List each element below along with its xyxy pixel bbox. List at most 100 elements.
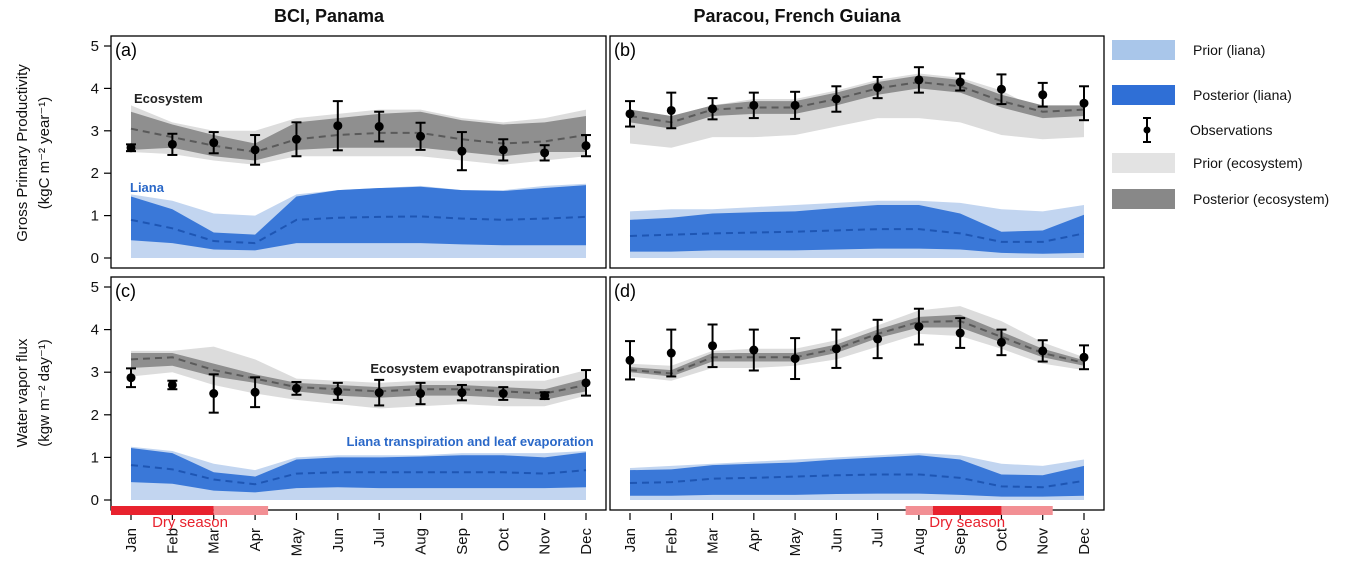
ecosystem-median-line — [629, 320, 1085, 375]
panel-annotation: Liana transpiration and leaf evaporation — [346, 434, 593, 449]
legend-item: Posterior (liana) — [1112, 85, 1292, 105]
observation-dot — [749, 100, 759, 110]
observation-dot — [333, 386, 343, 396]
observation-point — [913, 66, 924, 94]
observation-dot — [167, 380, 177, 390]
dry-season-bar-light — [213, 506, 269, 515]
observation-point — [250, 134, 261, 166]
observation-point — [955, 317, 966, 349]
legend: Prior (liana) Posterior (liana) Observatio… — [1112, 40, 1329, 209]
panel-label: (a) — [115, 40, 137, 60]
observation-point — [126, 143, 136, 153]
ecosystem-median-line — [130, 127, 587, 154]
dry-season-bar-light — [1001, 506, 1053, 515]
observation-point — [250, 376, 261, 409]
x-tick-label: Nov — [537, 528, 554, 555]
observation-point — [913, 307, 924, 346]
observation-point — [996, 328, 1007, 357]
observation-dot — [1038, 346, 1048, 356]
panel-frame — [110, 276, 607, 511]
dry-season-label-right: Dry season — [929, 514, 1005, 531]
observation-point — [831, 85, 842, 113]
legend-item: Observations — [1143, 117, 1272, 143]
y-tick-label: 1 — [91, 449, 99, 466]
x-tick-label: Oct — [495, 527, 512, 551]
ecosystem-posterior-band — [630, 75, 1084, 129]
observation-dot — [126, 373, 136, 383]
observation-dot — [291, 134, 301, 144]
observation-dot — [209, 389, 219, 398]
dry-season-bar-light — [905, 506, 933, 515]
legend-swatch — [1112, 153, 1175, 173]
observation-dot — [996, 84, 1006, 94]
x-tick-label: Dec — [578, 528, 595, 555]
panel-frame — [609, 276, 1105, 511]
observation-point — [707, 97, 718, 121]
legend-label: Posterior (liana) — [1193, 87, 1292, 103]
x-tick-label: Jun — [828, 528, 845, 552]
panel-frame — [609, 35, 1105, 269]
observation-point — [374, 110, 385, 143]
observation-dot — [625, 355, 635, 365]
panel-annotation: Liana — [130, 180, 165, 195]
legend-label: Posterior (ecosystem) — [1193, 191, 1329, 207]
observation-point — [1079, 85, 1089, 122]
observation-dot — [914, 75, 924, 85]
y-tick-label: 5 — [91, 38, 99, 55]
x-tick-label: Aug — [911, 528, 928, 555]
observation-dot — [498, 145, 508, 155]
observation-dot — [873, 83, 883, 93]
legend-item: Prior (liana) — [1112, 40, 1265, 60]
x-tick-label: Aug — [413, 528, 430, 555]
dry-season-bar-strong — [932, 506, 1002, 515]
y-tick-label: 2 — [91, 165, 99, 182]
observation-dot — [1038, 90, 1048, 100]
legend-dot — [1143, 126, 1151, 134]
observation-point — [126, 367, 136, 389]
legend-swatch — [1112, 85, 1175, 105]
observation-point — [748, 91, 759, 120]
panel-annotation: Ecosystem evapotranspiration — [370, 361, 559, 376]
y-tick-label: 3 — [91, 364, 99, 381]
liana-posterior-band — [630, 455, 1084, 497]
legend-swatch — [1112, 189, 1175, 209]
observation-dot — [581, 378, 591, 388]
observation-dot — [167, 139, 177, 149]
ylabel-top-line1: Gross Primary Productivity — [14, 64, 31, 242]
x-tick-label: May — [288, 528, 305, 557]
observation-dot — [914, 322, 924, 332]
legend-label: Prior (liana) — [1193, 42, 1265, 58]
observation-point — [1037, 81, 1048, 108]
title-left: BCI, Panama — [274, 6, 385, 26]
observation-dot — [955, 77, 965, 87]
observation-point — [291, 380, 302, 396]
observation-point — [625, 100, 635, 128]
observation-dot — [457, 146, 467, 156]
observation-dot — [1079, 352, 1089, 362]
panels: (a) Ecosystem Liana 0 1 2 3 4 5 (b) (c) Ecosystem e… — [91, 35, 1105, 511]
x-tick-label: Oct — [993, 527, 1010, 551]
x-tick-label: Jan — [123, 528, 140, 552]
dry-season-bar-strong — [111, 506, 214, 515]
x-tick-label: Apr — [247, 528, 264, 551]
panel-frame — [110, 35, 607, 269]
observation-point — [955, 72, 966, 92]
observation-point — [790, 90, 801, 120]
observation-point — [666, 328, 677, 378]
ylabel-bottom: Water vapor flux (kgw m⁻² day⁻¹) — [14, 338, 53, 447]
dry-season-bars: Dry season Dry season — [111, 506, 1053, 531]
y-tick-label: 4 — [91, 80, 99, 97]
legend-item: Posterior (ecosystem) — [1112, 189, 1329, 209]
x-tick-label: Nov — [1035, 528, 1052, 555]
panel-label: (b) — [614, 40, 636, 60]
legend-item: Prior (ecosystem) — [1112, 153, 1303, 173]
y-tick-label: 0 — [91, 492, 99, 509]
observation-point — [167, 132, 178, 156]
observation-dot — [250, 387, 260, 397]
x-tick-label: Jun — [330, 528, 347, 552]
ylabel-top: Gross Primary Productivity (kgC m⁻² year… — [14, 64, 53, 242]
observation-point — [1037, 339, 1048, 363]
x-axes: Jan Feb Mar Apr May Jun Jul Aug Sep Oct Nov Dec Jan F… — [123, 513, 1093, 556]
observation-point — [872, 318, 883, 360]
